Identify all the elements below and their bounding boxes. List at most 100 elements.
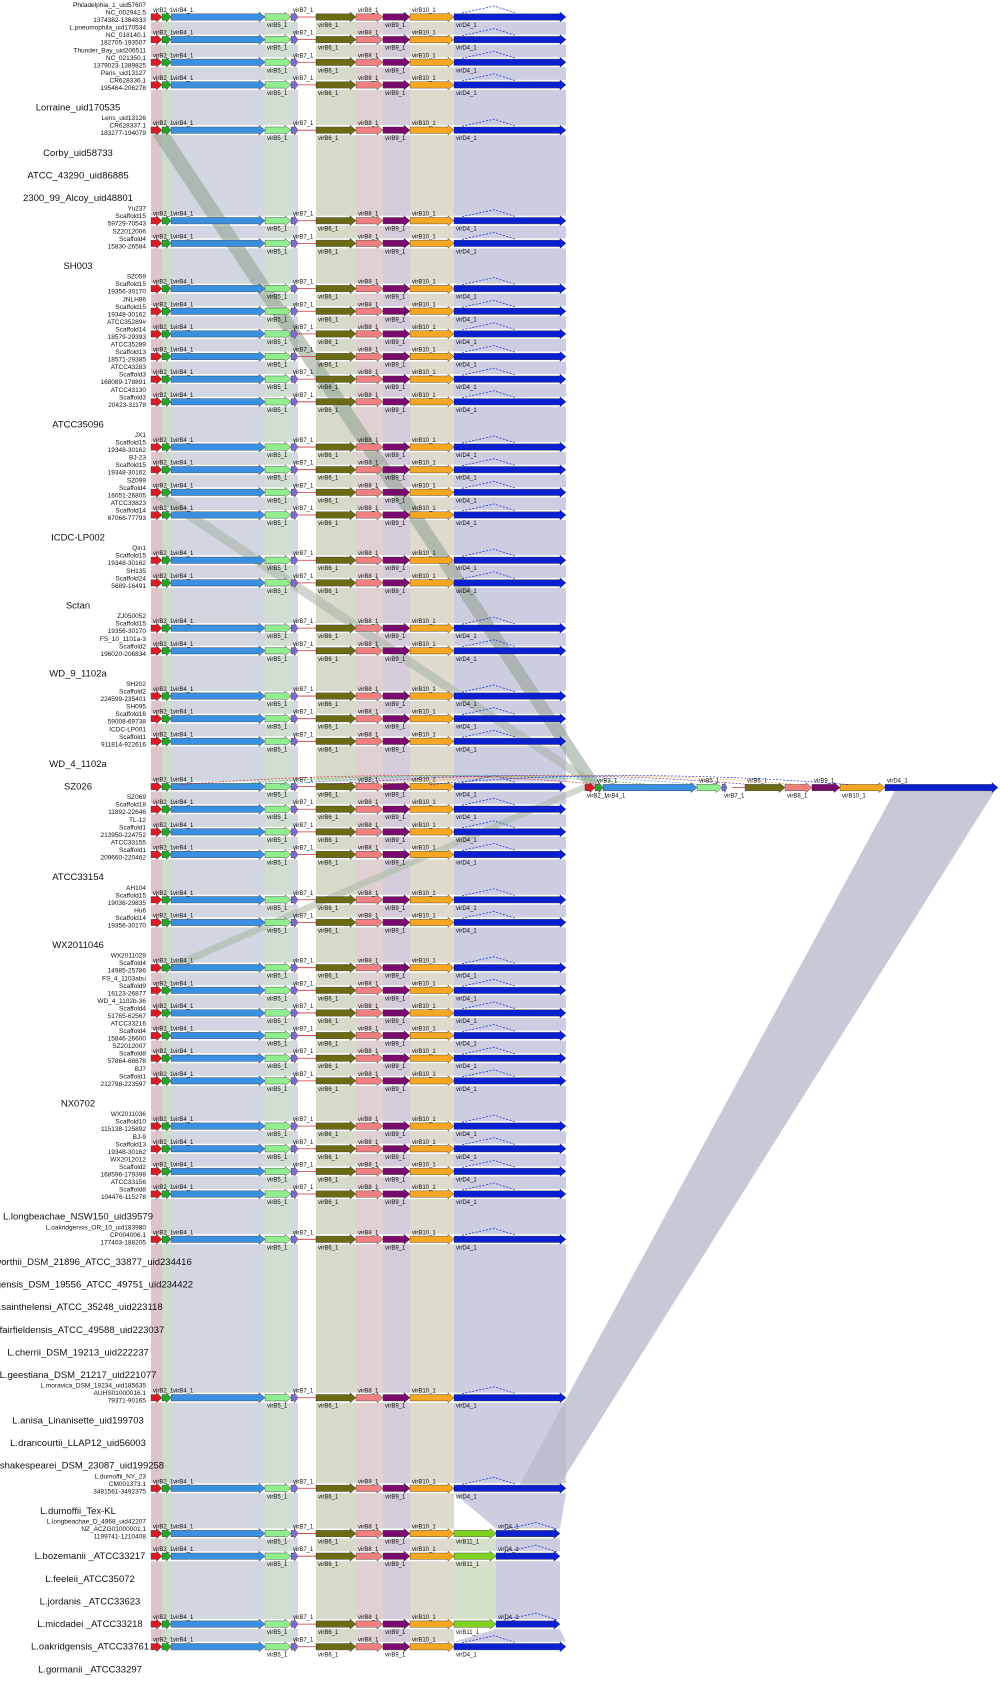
homology-band-virB5 — [265, 338, 291, 352]
gene-label-virD4: virD4_1 — [887, 779, 908, 785]
track-name: L.sainthelensi_ATCC_35248_uid223118 — [0, 1302, 163, 1313]
homology-band-virB6 — [316, 904, 356, 918]
homology-band-virB2 — [151, 89, 162, 126]
gene-arrow-virB7 — [290, 916, 299, 929]
homology-band-virB7 — [291, 1493, 298, 1529]
gene-label-virB7: virB7_1 — [293, 846, 314, 852]
track-name: WD_9_1102a — [49, 668, 107, 679]
gene-label-virB4: virB4_1 — [173, 800, 194, 806]
gene-arrow-virB9 — [382, 1120, 411, 1132]
gene-arrow-virD4 — [453, 894, 567, 906]
gene-label-virB9: virB9_1 — [385, 747, 406, 753]
gene-arrow-virD4 — [453, 1030, 567, 1042]
gene-label-virD4: virD4_1 — [456, 1019, 477, 1025]
gene-label-virB10: virB10_1 — [412, 1004, 436, 1010]
gene-arrow-virB10 — [409, 373, 455, 385]
gene-arrow-virB8 — [355, 11, 384, 23]
gene-arrow-virB6 — [315, 1143, 357, 1155]
homology-band-virD4 — [454, 859, 566, 895]
gene-arrow-virB7 — [290, 1052, 299, 1064]
gene-label-virB2: virB2_1 — [153, 53, 174, 59]
homology-band-virB3 — [162, 1017, 171, 1031]
gene-arrow-virB2 — [150, 713, 163, 725]
gene-label-virB6: virB6_1 — [318, 1245, 339, 1251]
gene-label-virB6: virB6_1 — [318, 861, 339, 867]
track-label-line: ATCC33155 — [111, 840, 147, 847]
homology-band-virB7 — [291, 293, 298, 307]
gene-arrow-virB9 — [382, 1007, 411, 1019]
homology-band-virB10 — [410, 22, 454, 35]
track-label-line: 11892-22646 — [108, 809, 146, 816]
gene-arrow-virB2 — [150, 283, 163, 295]
homology-band-virB2 — [151, 1153, 162, 1167]
homology-band-virB7 — [291, 1199, 298, 1235]
gene-arrow-virB10 — [409, 1550, 455, 1562]
gene-arrow-virB2 — [150, 1392, 163, 1404]
gene-label-virB4: virB4_1 — [173, 1185, 194, 1191]
track-name: L.wadsworthii_DSM_21896_ATCC_33877_uid23… — [0, 1257, 192, 1268]
homology-band-virB3 — [162, 1561, 171, 1620]
homology-band-virB3 — [162, 814, 171, 827]
gene-label-virB10: virB10_1 — [412, 981, 436, 987]
gene-label-virB6: virB6_1 — [318, 68, 339, 74]
gene-label-virB2: virB2_1 — [153, 823, 174, 829]
gene-arrow-virB6 — [315, 1030, 357, 1042]
homology-band-virB2 — [151, 1085, 162, 1122]
homology-band-virB3 — [162, 293, 171, 307]
homology-band-virB4 — [171, 452, 265, 465]
gene-label-virB5: virB5_1 — [267, 317, 288, 323]
track-label-line: ATCC43130 — [111, 387, 147, 394]
homology-band-virD4 — [454, 904, 566, 918]
gene-label-virB10: virB10_1 — [412, 1049, 436, 1055]
track-name: ICDC-LP002 — [51, 533, 105, 544]
gene-label-virB6: virB6_1 — [318, 657, 339, 663]
gene-arrow-virB2 — [150, 645, 163, 657]
gene-arrow-virB7 — [290, 282, 299, 295]
homology-band-virB9 — [383, 406, 410, 443]
homology-band-virB8 — [356, 927, 383, 963]
gene-arrow-virB5 — [264, 1165, 292, 1177]
gene-label-virB2: virB2_1 — [153, 31, 174, 37]
track-label-line: ATCC43283 — [111, 364, 147, 371]
homology-band-virB5 — [265, 135, 291, 216]
gene-label-virB6: virB6_1 — [318, 1562, 339, 1568]
gene-arrow-virB5 — [264, 1528, 292, 1539]
gene-arrow-virB4 — [170, 916, 266, 928]
track-label-line: ATCC35289# — [107, 319, 146, 326]
homology-band-virB2 — [151, 384, 162, 397]
gene-arrow-virB11 — [453, 1550, 497, 1562]
homology-band-virB9 — [383, 995, 410, 1008]
gene-arrow-virB2 — [150, 396, 163, 408]
gene-label-virB10: virB10_1 — [412, 1525, 436, 1531]
gene-label-virB5: virB5_1 — [267, 634, 288, 640]
gene-arrow-virB10 — [409, 1618, 455, 1630]
gene-arrow-virB7 — [290, 826, 299, 838]
gene-label-virD4: virD4_1 — [456, 566, 477, 572]
gene-label-virB10: virB10_1 — [412, 1072, 436, 1078]
gene-arrow-virB6 — [315, 645, 357, 657]
homology-band-virB6 — [316, 814, 356, 827]
gene-arrow-virB3 — [161, 962, 172, 974]
gene-arrow-virB7 — [290, 441, 299, 453]
track-label-line: Scaffold4 — [119, 1005, 146, 1012]
homology-band-virB2 — [151, 1063, 162, 1076]
homology-band-virB7 — [291, 972, 298, 986]
gene-label-virB8: virB8_1 — [358, 1027, 379, 1033]
gene-arrow-virB6 — [315, 464, 357, 476]
homology-band-virB5 — [265, 927, 291, 963]
homology-band-virB8 — [356, 1063, 383, 1076]
track-name: Corby_uid58733 — [43, 148, 113, 159]
gene-label-virD4: virD4_1 — [456, 408, 477, 414]
gene-label-virD4: virD4_1 — [456, 725, 477, 731]
homology-band-virD4 — [496, 1538, 560, 1552]
homology-band-virB9 — [383, 1153, 410, 1167]
virD4-dotted-link — [461, 888, 517, 897]
track-label-line: 79371-90165 — [108, 1398, 147, 1405]
gene-label-virB5: virB5_1 — [267, 747, 288, 753]
homology-band-virB6 — [316, 1244, 356, 1393]
homology-band-virB4 — [171, 474, 265, 488]
gene-arrow-virB5 — [264, 509, 292, 521]
gene-arrow-virB10 — [409, 11, 455, 23]
homology-band-virB7 — [291, 995, 298, 1008]
